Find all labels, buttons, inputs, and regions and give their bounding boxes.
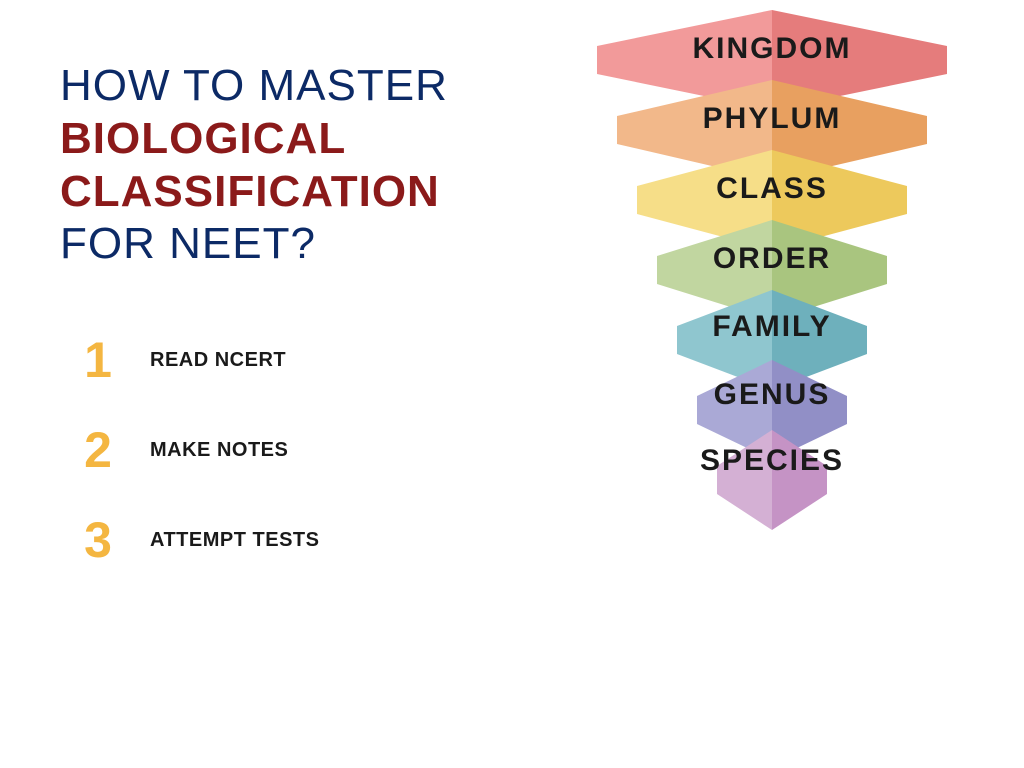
infographic-title: HOW TO MASTER BIOLOGICAL CLASSIFICATION … [60,60,480,271]
taxonomy-label: ORDER [713,242,831,276]
tip-item-1: 1 READ NCERT [70,331,480,389]
tip-number: 1 [70,331,126,389]
tip-label: ATTEMPT TESTS [150,529,319,552]
tip-label: MAKE NOTES [150,439,288,462]
title-line-4: FOR NEET? [60,218,480,271]
tip-item-3: 3 ATTEMPT TESTS [70,511,480,569]
taxonomy-pyramid-panel: KINGDOM PHYLUM CLASS ORDER FAMILY GENUS SPECIE… [520,0,1024,768]
tip-item-2: 2 MAKE NOTES [70,421,480,479]
taxonomy-label: CLASS [716,172,828,206]
taxonomy-label: GENUS [714,378,831,412]
taxonomy-pyramid: KINGDOM PHYLUM CLASS ORDER FAMILY GENUS SPECIE… [597,10,947,500]
tip-label: READ NCERT [150,349,286,372]
title-line-2: BIOLOGICAL [60,113,480,166]
title-line-3: CLASSIFICATION [60,166,480,219]
taxonomy-label: PHYLUM [703,102,842,136]
tip-number: 2 [70,421,126,479]
tips-list: 1 READ NCERT 2 MAKE NOTES 3 ATTEMPT TEST… [60,331,480,569]
taxonomy-label: FAMILY [712,310,831,344]
taxonomy-label: KINGDOM [693,32,852,66]
taxonomy-layer-species: SPECIES [717,430,827,530]
left-panel: HOW TO MASTER BIOLOGICAL CLASSIFICATION … [0,0,520,768]
tip-number: 3 [70,511,126,569]
taxonomy-label: SPECIES [700,444,844,478]
title-line-1: HOW TO MASTER [60,60,480,113]
